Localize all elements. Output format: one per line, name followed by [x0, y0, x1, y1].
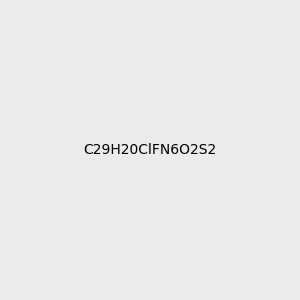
- Text: C29H20ClFN6O2S2: C29H20ClFN6O2S2: [83, 143, 217, 157]
